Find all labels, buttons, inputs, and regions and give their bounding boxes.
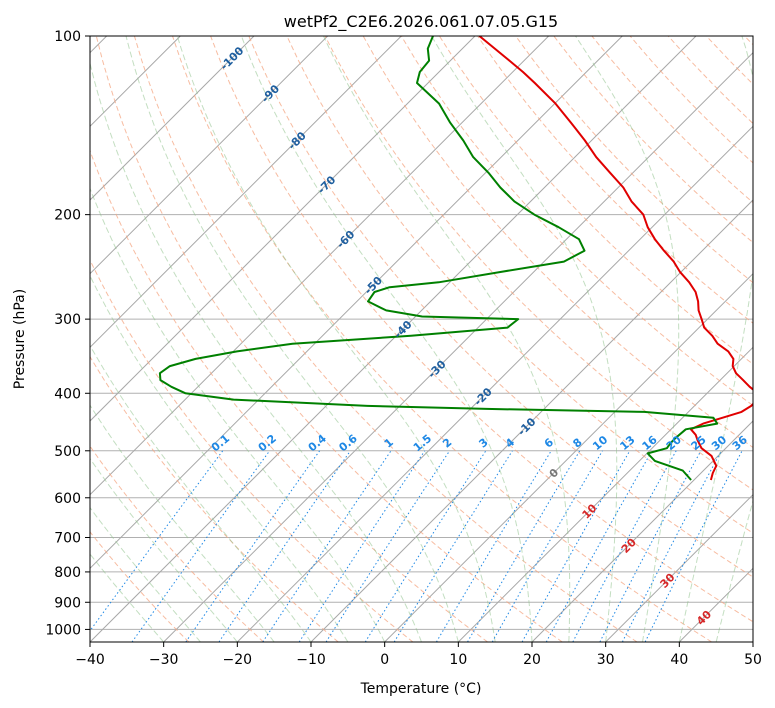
moist-adiabat-line: [90, 187, 386, 642]
isotherm-line: [605, 493, 753, 642]
y-tick-label: 200: [54, 208, 81, 224]
x-tick-label: 50: [744, 652, 762, 668]
mixing-ratio-line: [644, 450, 743, 642]
x-axis: −40 −30 −20 −10 0 10 20 30 40 50: [75, 642, 762, 668]
moist-adiabat-line: [176, 36, 496, 642]
isotherm-line: [163, 51, 753, 642]
isotherm-line: [90, 36, 329, 275]
x-axis-title: Temperature (°C): [360, 681, 482, 697]
mixing-ratio-line: [521, 450, 631, 642]
dry-adiabat-line: [438, 36, 753, 365]
dewpoint-profile-line: [158, 36, 719, 481]
moist-adiabat-line: [431, 36, 618, 642]
isotherm-line: [90, 36, 255, 201]
mixing-ratio-line: [599, 450, 702, 642]
dry-adiabat-line: [172, 36, 712, 642]
mixing-ratio-line: [435, 450, 552, 642]
mixing-ratio-line: [298, 450, 426, 642]
dry-adiabat-line: [248, 36, 753, 578]
moist-adiabat-line: [678, 36, 753, 642]
isotherm-line: [90, 36, 476, 422]
moist-adiabat-line: [90, 274, 349, 642]
y-tick-label: 100: [54, 29, 81, 45]
dry-adiabat-line: [324, 36, 753, 491]
dry-adiabat-line: [362, 36, 753, 449]
mixing-ratio-line: [90, 450, 224, 632]
x-tick-label: −10: [296, 652, 326, 668]
moist-adiabat-line: [90, 457, 238, 642]
dry-adiabat-line: [90, 531, 190, 642]
mixing-ratio-line: [218, 450, 351, 642]
grid-lines: [90, 36, 753, 642]
moist-adiabat-line: [575, 36, 680, 642]
dry-adiabat-line: [90, 445, 264, 642]
dry-adiabat-line: [90, 149, 488, 642]
dry-adiabat-line: [400, 36, 753, 407]
chart-title: wetPf2_C2E6.2026.061.07.05.G15: [284, 12, 558, 32]
mixing-ratio-line: [262, 450, 392, 642]
mixing-ratio-line: [131, 450, 271, 642]
y-axis: 100 200 300 400 500 600 700 800 900 1000: [45, 29, 90, 638]
y-tick-label: 1000: [45, 622, 81, 638]
x-tick-label: −40: [75, 652, 105, 668]
isotherm-line: [531, 420, 753, 642]
x-tick-label: −30: [149, 652, 179, 668]
x-tick-label: 20: [523, 652, 541, 668]
y-tick-label: 400: [54, 386, 81, 402]
dry-adiabat-line: [515, 36, 753, 284]
y-tick-label: 500: [54, 444, 81, 460]
y-tick-label: 900: [54, 595, 81, 611]
x-tick-label: 10: [449, 652, 467, 668]
y-tick-label: 700: [54, 531, 81, 547]
mixing-ratio-line: [545, 450, 653, 642]
y-axis-title: Pressure (hPa): [12, 289, 28, 389]
profile-series: [158, 36, 753, 481]
moist-adiabat-line: [323, 36, 571, 642]
dry-adiabat-line: [210, 36, 753, 623]
mixing-ratio-line: [185, 450, 321, 642]
x-tick-label: 30: [597, 652, 615, 668]
isotherm-line: [457, 346, 753, 642]
mixing-ratio-line: [572, 450, 677, 642]
dry-adiabat-line: [90, 355, 339, 642]
isotherm-line: [90, 36, 623, 570]
dry-adiabat-line: [90, 258, 414, 642]
moist-adiabat-line: [90, 553, 165, 642]
y-tick-label: 300: [54, 312, 81, 328]
moist-adiabat-line: [90, 61, 422, 642]
plot-frame: [89, 35, 754, 643]
x-tick-label: −20: [223, 652, 253, 668]
moist-adiabat-line: [240, 36, 533, 642]
isotherm-line: [90, 36, 402, 349]
y-tick-label: 800: [54, 565, 81, 581]
dry-adiabat-line: [133, 36, 638, 642]
moist-adiabat-line: [90, 344, 312, 642]
moist-adiabat-line: [90, 506, 201, 642]
x-tick-label: 40: [670, 652, 688, 668]
moist-adiabat-line: [90, 404, 275, 642]
isotherm-line: [236, 125, 753, 642]
background-lines: [90, 36, 753, 642]
y-tick-label: 600: [54, 491, 81, 507]
isotherm-line: [384, 272, 753, 642]
mixing-ratio-line: [364, 450, 487, 642]
mixing-ratio-line: [325, 450, 451, 642]
dry-adiabat-line: [95, 36, 563, 642]
x-tick-label: 0: [380, 652, 389, 668]
isotherm-line: [90, 36, 550, 496]
moist-adiabat-line: [125, 36, 459, 642]
